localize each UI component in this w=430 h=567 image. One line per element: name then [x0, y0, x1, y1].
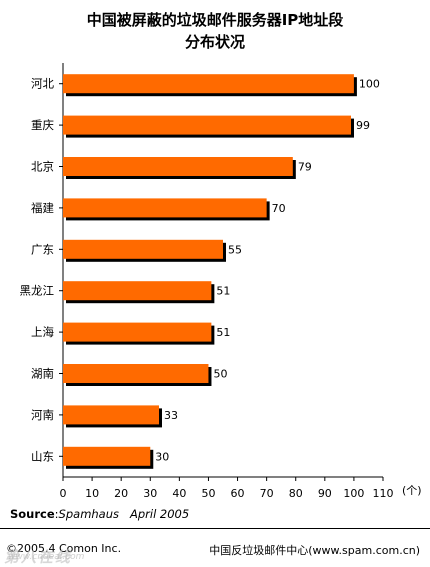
chart-title-line2: 分布状况: [185, 33, 245, 51]
value-label: 100: [359, 78, 380, 91]
value-label: 51: [216, 326, 230, 339]
source-note: Source:Spamhaus April 2005: [10, 507, 190, 521]
bar: [63, 364, 209, 383]
value-label: 30: [155, 450, 169, 463]
footer-copyright: ©2005.4 Comon Inc.: [6, 542, 122, 555]
value-label: 99: [356, 119, 370, 132]
x-unit-label: (个): [402, 484, 422, 497]
bar: [63, 198, 267, 218]
category-label: 重庆: [31, 118, 54, 132]
value-label: 33: [164, 409, 178, 422]
x-tick-label: 100: [343, 487, 364, 500]
x-tick-label: 0: [60, 487, 67, 500]
value-label: 50: [213, 368, 227, 381]
bar: [63, 157, 293, 176]
bar: [63, 74, 354, 94]
source-label: Source: [10, 507, 55, 521]
source-text: Spamhaus: [58, 507, 120, 521]
x-tick-label: 60: [231, 487, 245, 500]
bar: [63, 322, 212, 342]
category-label: 上海: [31, 325, 54, 339]
category-label: 河南: [31, 408, 54, 422]
bar: [63, 405, 159, 425]
bar: [63, 281, 212, 301]
category-label: 黑龙江: [20, 284, 55, 298]
category-label: 山东: [31, 449, 54, 463]
x-tick-label: 20: [114, 487, 128, 500]
value-label: 51: [216, 285, 230, 298]
x-tick-label: 90: [318, 487, 332, 500]
value-label: 79: [298, 161, 312, 174]
chart-title-line1: 中国被屏蔽的垃圾邮件服务器IP地址段: [87, 11, 344, 29]
x-tick-label: 50: [201, 487, 215, 500]
category-label: 河北: [31, 77, 54, 91]
category-label: 北京: [31, 160, 54, 174]
x-tick-label: 80: [289, 487, 303, 500]
bar: [63, 115, 351, 135]
x-tick-label: 70: [260, 487, 274, 500]
category-label: 湖南: [31, 367, 54, 381]
category-label: 广东: [31, 242, 54, 256]
value-label: 55: [228, 243, 242, 256]
footer-org: 中国反垃圾邮件中心(www.spam.com.cn): [209, 544, 420, 557]
x-tick-label: 10: [85, 487, 99, 500]
bar: [63, 446, 151, 466]
bar: [63, 239, 223, 259]
footer-divider: [0, 528, 430, 529]
x-tick-label: 110: [373, 487, 394, 500]
x-tick-label: 40: [172, 487, 186, 500]
x-tick-label: 30: [143, 487, 157, 500]
source-date: April 2005: [129, 507, 190, 521]
value-label: 70: [272, 202, 286, 215]
category-label: 福建: [31, 201, 54, 215]
